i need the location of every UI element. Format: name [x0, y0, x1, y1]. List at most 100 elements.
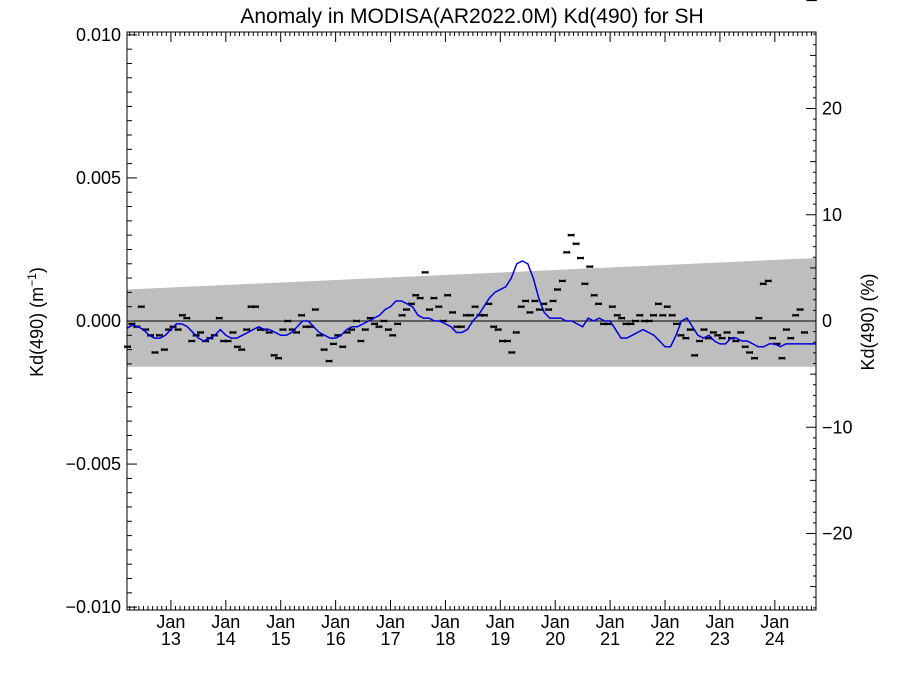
- monthly-point: [504, 339, 511, 343]
- monthly-point: [229, 330, 237, 334]
- x-tick-label-year: 20: [545, 629, 565, 649]
- y-axis-left: 0.010 0.005 0.000 −0.005 −0.010: [65, 25, 137, 617]
- monthly-point: [394, 322, 402, 326]
- monthly-point: [412, 293, 420, 297]
- monthly-point: [677, 333, 685, 337]
- monthly-point: [691, 353, 699, 357]
- monthly-point: [151, 350, 159, 354]
- monthly-point: [782, 328, 790, 332]
- monthly-point: [398, 313, 406, 317]
- monthly-point: [769, 336, 777, 340]
- y-left-tick-label: 0.000: [76, 311, 121, 331]
- plot-area: [124, 0, 817, 611]
- x-tick-label-month: Jan: [321, 612, 350, 632]
- monthly-point: [595, 302, 602, 306]
- monthly-point: [252, 305, 259, 309]
- x-tick-label-year: 18: [435, 629, 455, 649]
- monthly-point: [696, 339, 704, 343]
- y-right-tick-label: 20: [822, 99, 842, 119]
- monthly-point: [339, 345, 347, 349]
- monthly-point: [179, 313, 186, 317]
- monthly-point: [353, 319, 360, 323]
- x-tick-label-year: 13: [161, 629, 181, 649]
- x-tick-label-year: 16: [326, 629, 346, 649]
- monthly-point: [270, 353, 278, 357]
- monthly-point: [457, 325, 465, 329]
- monthly-point: [124, 345, 131, 349]
- x-tick-label-year: 14: [216, 629, 236, 649]
- monthly-point: [444, 293, 452, 297]
- monthly-point: [545, 308, 553, 312]
- x-tick-label-month: Jan: [431, 612, 460, 632]
- y-left-tick-label: 0.010: [76, 25, 121, 45]
- monthly-point: [586, 265, 594, 269]
- monthly-point: [435, 305, 443, 309]
- monthly-point: [567, 233, 575, 237]
- monthly-point: [449, 310, 456, 314]
- monthly-point: [645, 319, 653, 323]
- monthly-point: [627, 322, 635, 326]
- x-tick-label-month: Jan: [266, 612, 295, 632]
- monthly-point: [531, 299, 539, 303]
- x-tick-label-month: Jan: [376, 612, 405, 632]
- monthly-point: [174, 328, 182, 332]
- monthly-point: [650, 313, 657, 317]
- monthly-point: [517, 305, 525, 309]
- monthly-point: [558, 279, 566, 283]
- monthly-point: [481, 313, 488, 317]
- x-tick-label-year: 19: [490, 629, 510, 649]
- monthly-point: [467, 313, 475, 317]
- monthly-point: [371, 322, 379, 326]
- monthly-point: [759, 282, 767, 286]
- monthly-point: [298, 313, 305, 317]
- monthly-point: [160, 348, 168, 352]
- monthly-point: [581, 282, 589, 286]
- monthly-point: [778, 356, 786, 360]
- monthly-point: [663, 305, 671, 309]
- monthly-point: [577, 256, 584, 260]
- x-tick-label-month: Jan: [156, 612, 185, 632]
- monthly-point: [265, 330, 273, 334]
- monthly-point: [330, 342, 337, 346]
- monthly-point: [494, 328, 502, 332]
- monthly-point: [686, 328, 694, 332]
- monthly-point: [572, 242, 580, 246]
- monthly-point: [655, 302, 662, 306]
- monthly-point: [755, 316, 763, 320]
- monthly-point: [183, 316, 191, 320]
- monthly-point: [631, 319, 639, 323]
- monthly-point: [535, 308, 543, 312]
- x-tick-label-year: 22: [655, 629, 675, 649]
- monthly-point: [384, 328, 392, 332]
- uncertainty-band: [127, 258, 816, 367]
- monthly-point: [380, 319, 388, 323]
- monthly-point: [320, 348, 328, 352]
- monthly-point: [718, 336, 726, 340]
- y-right-tick-label: −20: [822, 524, 853, 544]
- monthly-point: [714, 333, 722, 337]
- monthly-point: [137, 305, 145, 309]
- monthly-point: [682, 336, 690, 340]
- x-tick-label-month: Jan: [596, 612, 625, 632]
- monthly-point: [508, 350, 516, 354]
- x-tick-label-year: 17: [381, 629, 401, 649]
- monthly-point: [636, 313, 644, 317]
- y-axis-right: 20 10 0 −10 −20: [806, 33, 853, 609]
- monthly-point: [421, 270, 429, 274]
- x-tick-label-month: Jan: [486, 612, 515, 632]
- monthly-point: [796, 308, 804, 312]
- monthly-point: [737, 330, 745, 334]
- y-axis-left-label: Kd(490) (m−1): [25, 267, 47, 377]
- y-right-tick-label: 0: [822, 311, 832, 331]
- monthly-point: [723, 330, 731, 334]
- monthly-point: [801, 330, 808, 334]
- monthly-point: [608, 305, 616, 309]
- monthly-point: [471, 305, 479, 309]
- monthly-point: [279, 328, 287, 332]
- monthly-point: [155, 333, 163, 337]
- y-right-tick-label: 10: [822, 205, 842, 225]
- y-right-tick-label: −10: [822, 417, 853, 437]
- monthly-point: [275, 356, 282, 360]
- monthly-point: [746, 350, 753, 354]
